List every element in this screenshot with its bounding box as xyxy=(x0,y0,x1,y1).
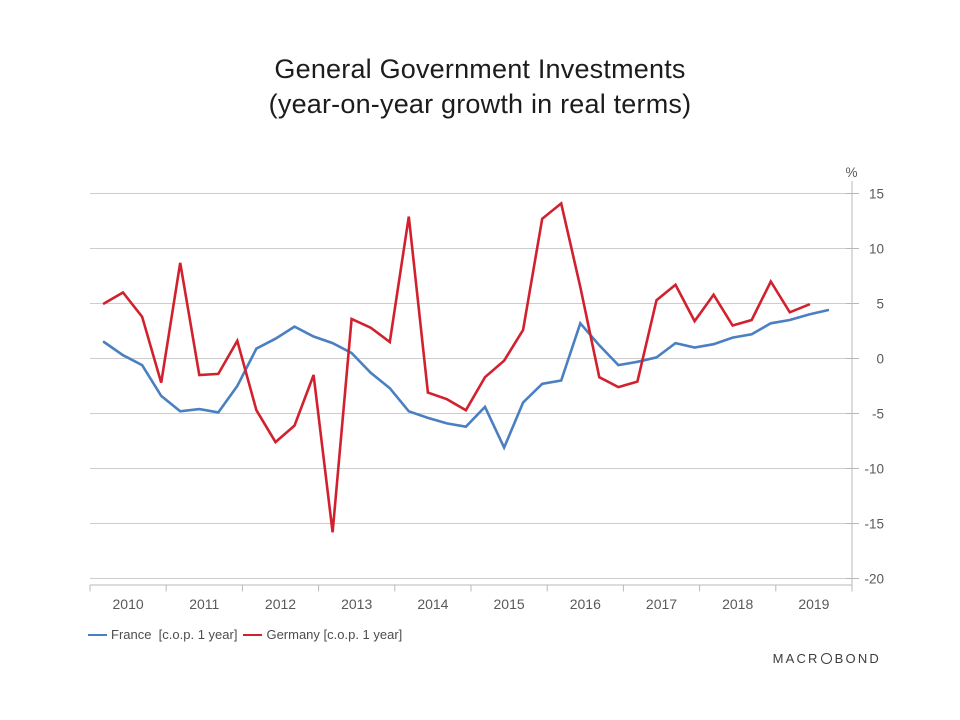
y-tick-label: 0 xyxy=(876,351,884,366)
legend-label-france: France [c.o.p. 1 year] xyxy=(111,627,238,642)
germany-line-swatch-icon xyxy=(243,633,263,636)
x-year-label: 2019 xyxy=(798,596,829,612)
y-tick-label: 10 xyxy=(869,241,884,256)
x-year-label: 2011 xyxy=(189,596,219,612)
y-tick-label: 5 xyxy=(876,296,884,311)
y-tick-label: -5 xyxy=(872,406,884,421)
logo-text-prefix: MACR xyxy=(772,651,820,666)
legend-item-france: France [c.o.p. 1 year] xyxy=(88,627,237,642)
legend-label-germany: Germany [c.o.p. 1 year] xyxy=(266,627,403,642)
x-year-label: 2017 xyxy=(646,596,677,612)
logo-ring-icon xyxy=(820,653,832,664)
x-year-label: 2018 xyxy=(722,596,753,612)
macrobond-logo: MACR BOND xyxy=(773,651,881,666)
chart-title: General Government Investments (year-on-… xyxy=(0,52,960,122)
x-year-label: 2015 xyxy=(494,596,525,612)
france-line-swatch-icon xyxy=(88,633,107,636)
x-year-label: 2012 xyxy=(265,596,296,612)
chart-title-line1: General Government Investments xyxy=(274,54,686,84)
x-year-label: 2013 xyxy=(341,596,372,612)
y-tick-label: -10 xyxy=(864,461,884,476)
logo-text-suffix: BOND xyxy=(834,651,881,666)
chart-legend: France [c.o.p. 1 year] Germany [c.o.p. 1… xyxy=(88,627,402,642)
y-tick-label: -15 xyxy=(864,516,884,531)
percent-axis-label: % xyxy=(845,165,857,180)
x-year-label: 2016 xyxy=(570,596,601,612)
y-tick-label: 15 xyxy=(869,186,884,201)
x-year-label: 2010 xyxy=(113,596,144,612)
legend-item-germany: Germany [c.o.p. 1 year] xyxy=(243,627,402,642)
germany-line xyxy=(102,201,811,533)
chart-title-line2: (year-on-year growth in real terms) xyxy=(268,89,692,119)
x-year-label: 2014 xyxy=(417,596,448,612)
france-line xyxy=(102,308,830,451)
y-tick-label: -20 xyxy=(864,571,884,586)
